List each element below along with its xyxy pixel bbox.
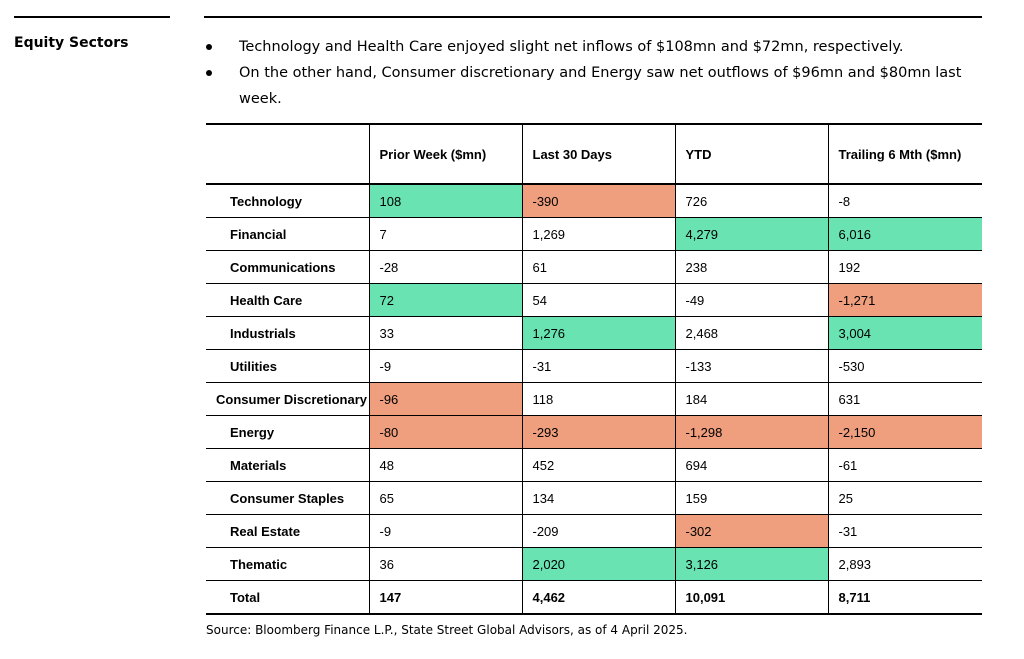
- table-cell: 72: [368, 283, 523, 317]
- table-cell: -530: [827, 349, 982, 383]
- table-cell: 118: [521, 382, 676, 416]
- table-cell: -96: [368, 382, 523, 416]
- bullet-text: Technology and Health Care enjoyed sligh…: [239, 39, 904, 55]
- table-row: Energy -80 -293 -1,298 -2,150: [206, 415, 982, 449]
- row-label: Materials: [206, 448, 370, 482]
- table-cell: 61: [521, 250, 676, 284]
- section-label: Equity Sectors: [14, 35, 129, 51]
- table-cell: -1,271: [827, 283, 982, 317]
- row-label: Technology: [206, 183, 370, 218]
- table-cell: -31: [827, 514, 982, 548]
- table-cell: -293: [521, 415, 676, 449]
- row-label: Financial: [206, 217, 370, 251]
- row-label: Energy: [206, 415, 370, 449]
- table-row: Industrials 33 1,276 2,468 3,004: [206, 316, 982, 350]
- bullet-list: Technology and Health Care enjoyed sligh…: [204, 34, 994, 112]
- table-cell: -9: [368, 514, 523, 548]
- table-cell: -133: [674, 349, 829, 383]
- table-row: Financial 7 1,269 4,279 6,016: [206, 217, 982, 251]
- table-cell: -8: [827, 183, 982, 218]
- table-cell: 25: [827, 481, 982, 515]
- table-row: Technology 108 -390 726 -8: [206, 183, 982, 218]
- table-cell: 134: [521, 481, 676, 515]
- table-row: Consumer Staples 65 134 159 25: [206, 481, 982, 515]
- table-cell: 184: [674, 382, 829, 416]
- table-cell: -1,298: [674, 415, 829, 449]
- table-header-row: Prior Week ($mn) Last 30 Days YTD Traili…: [206, 123, 982, 185]
- table-cell: 2,468: [674, 316, 829, 350]
- sector-flows-table: Prior Week ($mn) Last 30 Days YTD Traili…: [206, 123, 982, 615]
- table-cell: 631: [827, 382, 982, 416]
- table-cell: -80: [368, 415, 523, 449]
- table-cell: 1,276: [521, 316, 676, 350]
- row-label: Thematic: [206, 547, 370, 581]
- source-note: Source: Bloomberg Finance L.P., State St…: [206, 623, 688, 637]
- header-last-30-days: Last 30 Days: [521, 123, 676, 185]
- row-label: Total: [206, 580, 370, 615]
- table-row: Consumer Discretionary -96 118 184 631: [206, 382, 982, 416]
- table-cell: 4,462: [521, 580, 676, 615]
- header-trailing-6-mth: Trailing 6 Mth ($mn): [827, 123, 982, 185]
- table-cell: 8,711: [827, 580, 982, 615]
- table-cell: -9: [368, 349, 523, 383]
- table-row: Health Care 72 54 -49 -1,271: [206, 283, 982, 317]
- table-cell: -302: [674, 514, 829, 548]
- table-cell: 4,279: [674, 217, 829, 251]
- table-cell: 10,091: [674, 580, 829, 615]
- table-cell: 54: [521, 283, 676, 317]
- table-cell: 6,016: [827, 217, 982, 251]
- row-label: Consumer Staples: [206, 481, 370, 515]
- bullet-icon: [206, 44, 212, 50]
- table-cell: -49: [674, 283, 829, 317]
- table-cell: 238: [674, 250, 829, 284]
- table-cell: 33: [368, 316, 523, 350]
- table-cell: 694: [674, 448, 829, 482]
- bullet-item: Technology and Health Care enjoyed sligh…: [204, 34, 994, 60]
- row-label: Communications: [206, 250, 370, 284]
- bullet-icon: [206, 70, 212, 76]
- row-label: Consumer Discretionary: [206, 382, 370, 416]
- header-prior-week: Prior Week ($mn): [368, 123, 523, 185]
- table-cell: 3,126: [674, 547, 829, 581]
- table-cell: -209: [521, 514, 676, 548]
- table-cell: 7: [368, 217, 523, 251]
- table-cell: 48: [368, 448, 523, 482]
- header-sector: [206, 123, 370, 185]
- table-cell: 192: [827, 250, 982, 284]
- table-cell: 3,004: [827, 316, 982, 350]
- table-row: Utilities -9 -31 -133 -530: [206, 349, 982, 383]
- table-row: Thematic 36 2,020 3,126 2,893: [206, 547, 982, 581]
- row-label: Industrials: [206, 316, 370, 350]
- table-cell: 147: [368, 580, 523, 615]
- table-cell: -61: [827, 448, 982, 482]
- row-label: Real Estate: [206, 514, 370, 548]
- table-cell: 452: [521, 448, 676, 482]
- table-cell: 1,269: [521, 217, 676, 251]
- bullet-item: On the other hand, Consumer discretionar…: [204, 60, 994, 112]
- table-cell: 65: [368, 481, 523, 515]
- table-cell: -28: [368, 250, 523, 284]
- table-cell: 108: [368, 183, 523, 218]
- row-label: Health Care: [206, 283, 370, 317]
- table-cell: -31: [521, 349, 676, 383]
- table-row: Materials 48 452 694 -61: [206, 448, 982, 482]
- table-row: Real Estate -9 -209 -302 -31: [206, 514, 982, 548]
- table-cell: 36: [368, 547, 523, 581]
- table-cell: -390: [521, 183, 676, 218]
- section-divider-left: [14, 16, 170, 18]
- section-divider-right: [204, 16, 982, 18]
- table-cell: 159: [674, 481, 829, 515]
- table-cell: -2,150: [827, 415, 982, 449]
- header-ytd: YTD: [674, 123, 829, 185]
- table-cell: 2,020: [521, 547, 676, 581]
- table-row: Communications -28 61 238 192: [206, 250, 982, 284]
- table-total-row: Total 147 4,462 10,091 8,711: [206, 580, 982, 615]
- bullet-text: On the other hand, Consumer discretionar…: [239, 65, 962, 107]
- row-label: Utilities: [206, 349, 370, 383]
- table-cell: 2,893: [827, 547, 982, 581]
- table-cell: 726: [674, 183, 829, 218]
